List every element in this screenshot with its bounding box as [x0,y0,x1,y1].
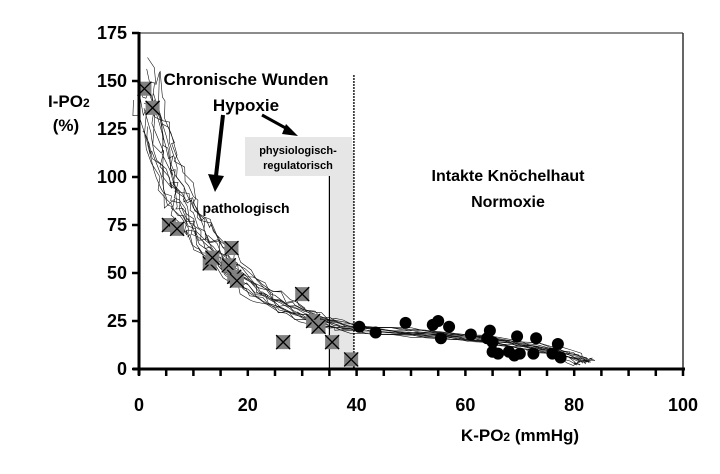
trace-line [153,93,594,362]
marker-pathological [204,250,220,266]
marker-normoxic [554,351,567,364]
marker-normoxic [434,332,447,345]
y-tick-label: 25 [107,311,127,331]
marker-normoxic [513,347,526,360]
y-axis-title-main: I-PO [48,92,83,111]
annotation-chronic-title: Chronische Wunden [164,70,329,89]
y-axis-title-line2: (%) [53,116,79,135]
x-axis-title-rest: (mmHg) [510,426,579,445]
marker-normoxic [486,336,499,349]
trace-line [149,91,590,362]
trace-line [147,103,590,364]
marker-cross-b [324,334,340,350]
x-tick-label: 40 [347,395,367,415]
trace-lines [132,57,596,366]
annotation-patho: pathologisch [202,200,289,216]
marker-normoxic [432,315,445,327]
y-tick-label: 75 [107,215,127,235]
vertical-lines [328,75,355,369]
marker-cross-b [161,217,177,233]
marker-pathological [324,334,340,350]
marker-pathological [229,273,245,289]
annotation-intact-title: Intakte Knöchelhaut [432,168,586,185]
trace-line [143,102,587,363]
marker-normoxic [464,328,477,341]
arrow-down-pathological [208,114,225,192]
annotation-physio-line1: physiologisch- [259,145,337,157]
marker-cross-b [275,334,291,350]
marker-cross-b [311,319,326,335]
annotation-chronic-sub: Hypoxie [213,96,279,115]
marker-pathological [224,240,239,256]
x-axis-title: K-PO2 (mmHg) [461,426,579,445]
shaded-band-layer [329,150,354,369]
annotation-physio-line2: regulatorisch [263,160,333,172]
y-tick-label: 0 [117,359,127,379]
marker-pathological [343,351,359,367]
axes: 0 25 50 75 100 125 150 175 0 20 40 60 80 100 [97,23,698,415]
marker-pathological [169,221,185,237]
y-tick-label: 125 [97,119,127,139]
data-markers [136,81,567,367]
marker-normoxic [511,330,524,343]
plot-frame [139,32,684,369]
marker-pathological [275,334,291,350]
y-tick-label: 50 [107,263,127,283]
shaded-band [329,150,354,369]
trace-line [132,99,581,366]
x-tick-label: 80 [564,395,584,415]
marker-pathological [145,100,161,116]
marker-normoxic [483,324,496,337]
marker-cross-b [169,221,185,237]
y-tick-label: 100 [97,167,127,187]
marker-normoxic [551,338,564,351]
x-axis-title-main: K-PO [461,426,504,445]
arrow-to-physiological [261,113,298,136]
marker-cross-b [343,351,359,367]
marker-cross-b [229,273,245,289]
marker-normoxic [527,347,540,360]
marker-normoxic [492,347,505,360]
y-axis-title-sub: 2 [83,96,90,110]
marker-cross-b [224,240,239,256]
marker-normoxic [399,316,412,329]
marker-cross-b [294,286,310,302]
y-axis-title-line1: I-PO2 [48,92,90,111]
annotation-intact-sub: Normoxie [471,194,545,211]
marker-pathological [311,319,326,335]
marker-normoxic [369,326,382,339]
x-tick-label: 60 [455,395,475,415]
marker-normoxic [353,320,366,333]
y-tick-label: 150 [97,71,127,91]
physio-label-box [245,137,352,176]
marker-normoxic [443,320,456,333]
marker-normoxic [530,332,543,345]
y-tick-label: 175 [97,23,127,43]
x-axis-title-sub: 2 [503,430,510,444]
marker-cross-b [221,257,237,273]
x-tick-label: 0 [134,395,144,415]
marker-cross-b [204,250,220,266]
x-tick-label: 100 [668,395,698,415]
marker-cross-b [145,100,161,116]
x-tick-label: 20 [238,395,258,415]
marker-pathological [294,286,310,302]
